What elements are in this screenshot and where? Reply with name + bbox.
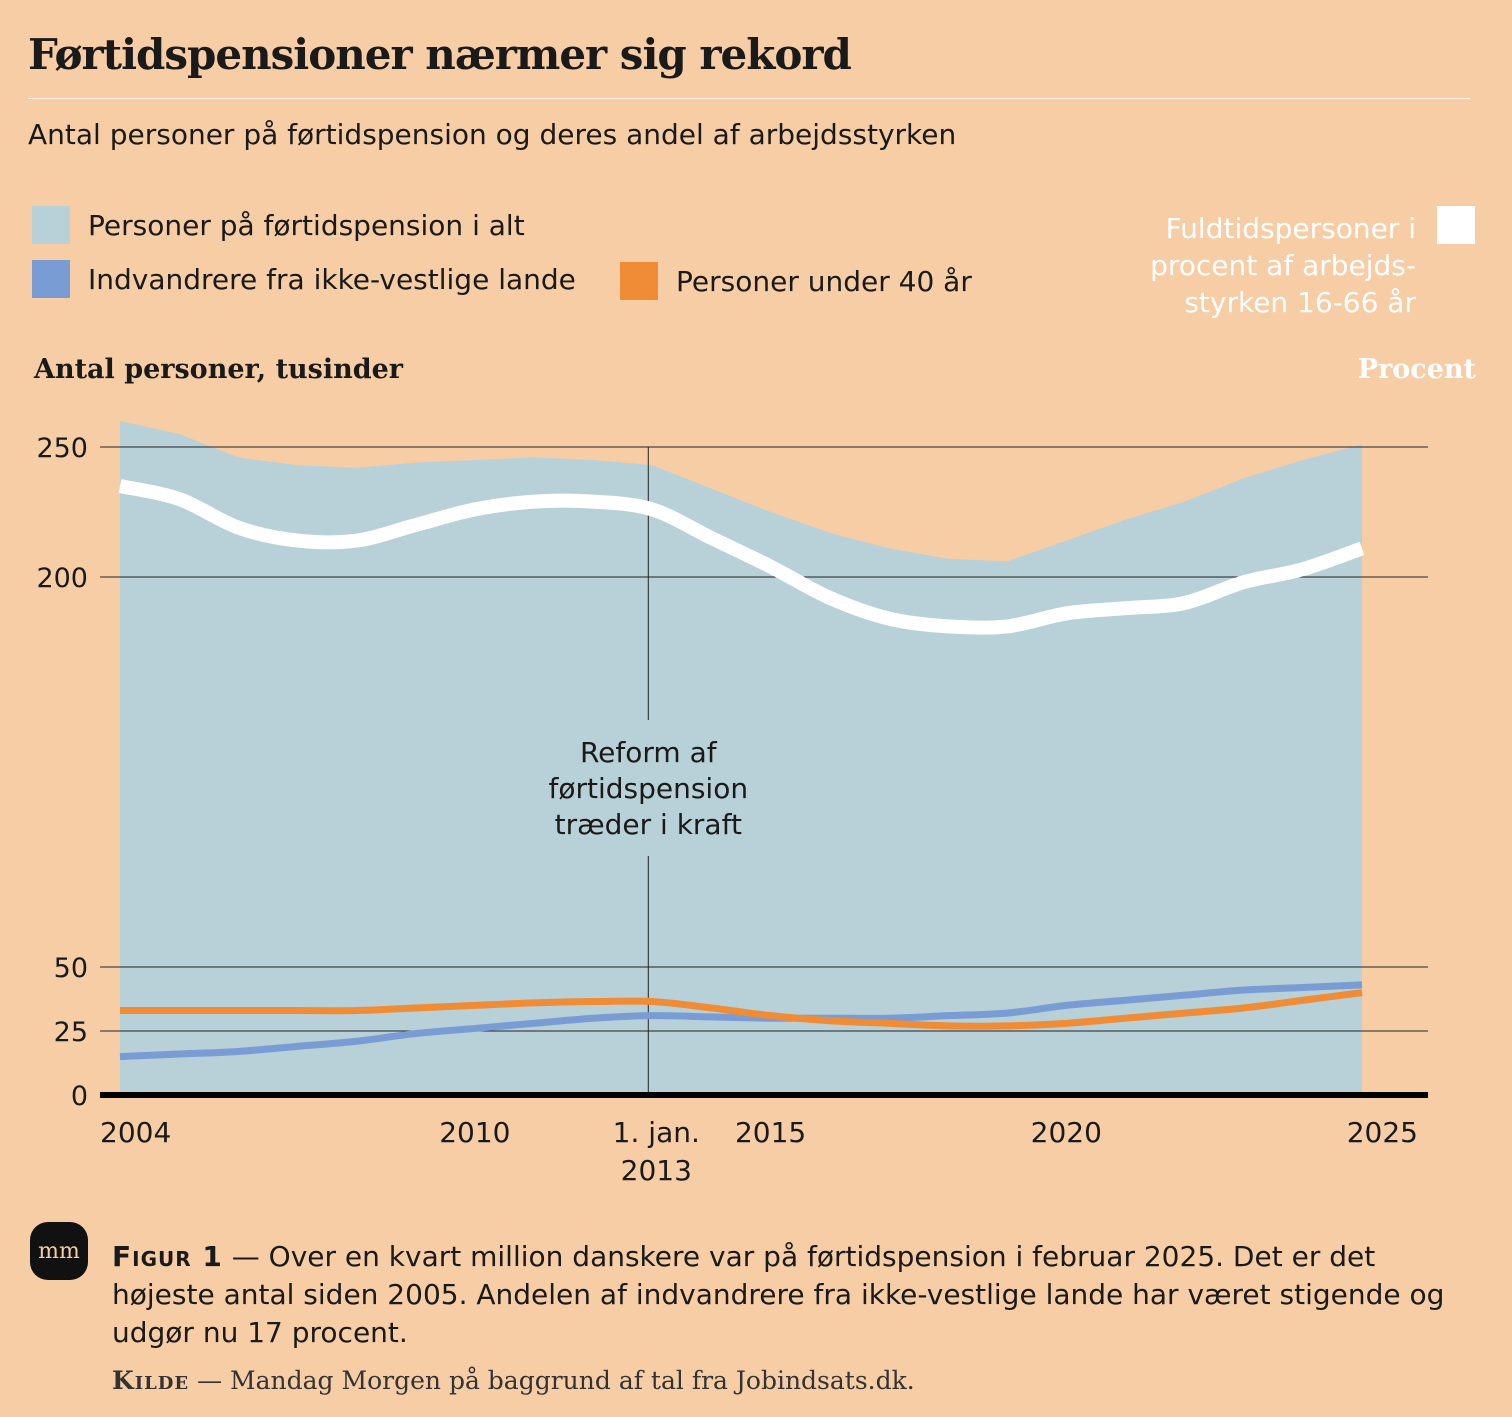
legend-swatch-under40 xyxy=(620,262,658,300)
figure-caption-text: — Over en kvart million danskere var på … xyxy=(112,1240,1445,1349)
reform-annotation-line3: træder i kraft xyxy=(555,808,742,841)
x-tick-label-2015: 2015 xyxy=(735,1116,806,1149)
legend-swatch-immigrants xyxy=(32,260,70,298)
legend-swatch-percent xyxy=(1437,206,1475,244)
legend-label-percent: Fuldtidspersoner i procent af arbejds-st… xyxy=(1150,212,1416,319)
legend-label-immigrants: Indvandrere fra ikke-vestlige lande xyxy=(88,262,576,296)
legend-item-total: Personer på førtidspension i alt xyxy=(32,206,525,244)
y-tick-label-200: 200 xyxy=(36,563,88,594)
line-percent xyxy=(118,479,1365,635)
x-tick-label-2013-line2: 2013 xyxy=(621,1154,692,1187)
y-tick-label-250: 250 xyxy=(36,433,88,464)
legend-label-total: Personer på førtidspension i alt xyxy=(88,208,525,242)
figure-label: Figur 1 xyxy=(112,1240,223,1273)
chart-subtitle: Antal personer på førtidspension og dere… xyxy=(28,118,957,151)
line-immigrants xyxy=(119,981,1363,1061)
legend-item-immigrants: Indvandrere fra ikke-vestlige lande xyxy=(32,260,576,298)
reform-annotation-line2: førtidspension xyxy=(548,772,748,805)
figure-caption: Figur 1 — Over en kvart million danskere… xyxy=(112,1238,1472,1352)
x-tick-label-2010: 2010 xyxy=(439,1116,510,1149)
line-under40 xyxy=(119,989,1363,1030)
reform-annotation-line1: Reform af xyxy=(580,736,718,769)
y-tick-label-50: 50 xyxy=(54,953,88,984)
title-divider xyxy=(28,98,1470,99)
source-text: — Mandag Morgen på baggrund af tal fra J… xyxy=(197,1366,915,1395)
area-total xyxy=(120,421,1362,1095)
y-axis-title-left: Antal personer, tusinder xyxy=(34,354,404,385)
y-axis-title-right: Procent xyxy=(1357,354,1476,385)
source-label: Kilde xyxy=(112,1366,190,1395)
x-tick-label-2004: 2004 xyxy=(100,1116,171,1149)
publisher-logo: mm xyxy=(30,1222,88,1280)
source-note: Kilde — Mandag Morgen på baggrund af tal… xyxy=(112,1366,915,1395)
legend-label-under40: Personer under 40 år xyxy=(676,264,972,298)
y-tick-label-25: 25 xyxy=(54,1017,88,1048)
legend-swatch-total xyxy=(32,206,70,244)
legend-item-under40: Personer under 40 år xyxy=(620,262,972,300)
chart-title: Førtidspensioner nærmer sig rekord xyxy=(28,30,852,79)
x-tick-label-2020: 2020 xyxy=(1031,1116,1102,1149)
x-tick-label-2025: 2025 xyxy=(1347,1116,1418,1149)
y-tick-label-0: 0 xyxy=(71,1081,88,1112)
x-tick-label-2013: 1. jan. xyxy=(613,1116,700,1149)
